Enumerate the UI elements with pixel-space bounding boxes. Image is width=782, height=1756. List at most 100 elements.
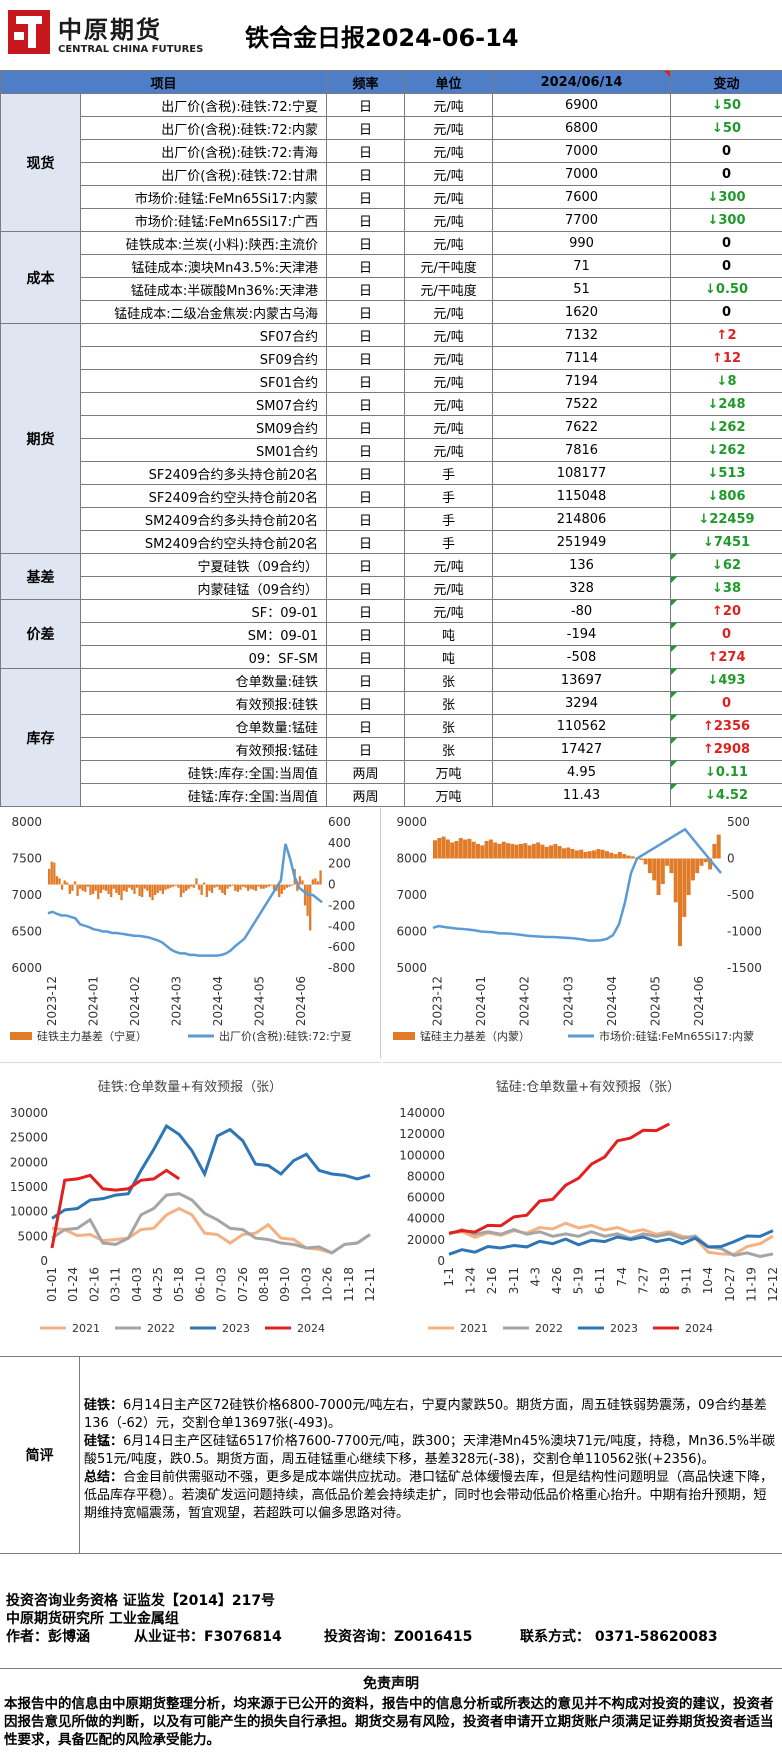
- basis-bar: [84, 884, 87, 892]
- basis-bar: [319, 870, 322, 885]
- basis-bar: [205, 884, 208, 898]
- license-line: 投资咨询业务资格 证监发【2014】217号: [6, 1593, 276, 1609]
- value-cell: 1620: [492, 300, 672, 324]
- change-cell: ↓248: [670, 392, 782, 416]
- price-line: [432, 827, 722, 942]
- item-cell: 09：SF-SM: [79, 645, 328, 669]
- freq-cell: 日: [326, 254, 406, 278]
- legend-swatch-bar: [393, 1032, 415, 1040]
- chart-sm-warrants: 锰硅:仓单数量+有效预报（张） 140000 120000 100000 80000 60…: [383, 1062, 782, 1344]
- x-tick-label: 2024-06: [294, 976, 308, 1026]
- legend-label: 2022: [535, 1322, 563, 1335]
- table-row: SM2409合约空头持仓前20名日手 251949 ↓7451: [1, 530, 782, 554]
- x-tick-label: 07-03: [215, 1267, 229, 1302]
- comment-summary-head: 总结：: [84, 1470, 124, 1485]
- change-cell: ↓8: [670, 369, 782, 393]
- comment-sm-head: 硅锰：: [84, 1434, 124, 1449]
- change-value: 0: [721, 258, 732, 274]
- change-cell: ↓300: [670, 208, 782, 232]
- basis-bar: [613, 854, 618, 859]
- y-tick-label: 6000: [11, 961, 42, 975]
- basis-bar: [540, 844, 545, 859]
- y-tick-label: 7000: [396, 888, 427, 902]
- basis-bar: [433, 840, 437, 859]
- basis-bar: [55, 876, 59, 885]
- company-name-cn: 中原期货: [58, 16, 162, 44]
- change-value: 513: [718, 465, 746, 481]
- basis-bar: [213, 884, 216, 888]
- x-tick-label: 2024-05: [253, 976, 267, 1026]
- change-value: 2356: [713, 718, 751, 734]
- item-cell: 出厂价(含税):硅铁:72:甘肃: [79, 162, 328, 186]
- y2-tick-label: 0: [727, 852, 735, 866]
- table-header-row: 项目 频率 单位 2024/06/14 变动: [0, 70, 782, 94]
- y-tick-label: 5000: [17, 1229, 48, 1243]
- freq-cell: 日: [326, 484, 406, 508]
- value-cell: 17427: [492, 737, 672, 761]
- freq-cell: 日: [326, 714, 406, 738]
- x-tick-label: 2024-06: [692, 976, 706, 1026]
- series-line-2024: [448, 1122, 671, 1235]
- x-tick-label: 2024-03: [170, 976, 184, 1026]
- x-tick-label: 01-01: [45, 1267, 59, 1302]
- series-line-2023: [51, 1123, 371, 1220]
- y-tick-label: 8000: [11, 815, 42, 829]
- table-row: 硅铁:库存:全国:当周值 两周 万吨 4.95 ↓0.11: [1, 760, 782, 784]
- basis-bar: [458, 838, 463, 859]
- basis-bar: [200, 884, 203, 895]
- value-cell: -508: [492, 645, 672, 669]
- change-value: 300: [718, 212, 746, 228]
- basis-bar: [192, 884, 196, 888]
- basis-bar: [182, 884, 185, 893]
- arrow-down-icon: ↓: [707, 465, 719, 481]
- change-cell: ↑2356: [670, 714, 782, 738]
- unit-cell: 元/吨: [404, 139, 494, 163]
- value-cell: 108177: [492, 461, 672, 485]
- basis-bar: [622, 854, 627, 859]
- value-cell: 7622: [492, 415, 672, 439]
- basis-bar: [197, 884, 201, 890]
- unit-cell: 元/吨: [404, 415, 494, 439]
- change-cell: 0: [670, 139, 782, 163]
- x-tick-label: 2024-04: [211, 976, 225, 1026]
- basis-bar: [510, 843, 515, 859]
- table-row: 出厂价(含税):硅铁:72:青海日元/吨 7000 0: [1, 139, 782, 163]
- comment-body: 硅铁：6月14日主产区72硅铁价格6800-7000元/吨左右，宁夏内蒙跌50。…: [84, 1397, 778, 1523]
- comment-summary: 总结：合金目前供需驱动不强，更多是成本端供应扰动。港口锰矿总体缓慢去库，但是结构…: [84, 1469, 778, 1523]
- y2-tick-label: 400: [328, 836, 351, 850]
- y2-tick-label: -800: [328, 961, 355, 975]
- freq-cell: 日: [326, 415, 406, 439]
- change-cell: 0: [670, 231, 782, 255]
- x-tick-label: 10-27: [723, 1267, 737, 1302]
- table-row: 期货 SF07合约日元/吨 7132 ↑2: [0, 323, 782, 554]
- basis-bar: [283, 884, 286, 890]
- x-tick-label: 2024-03: [561, 976, 575, 1026]
- basis-bar: [102, 884, 105, 890]
- change-cell: ↓262: [670, 438, 782, 462]
- price-line: [47, 843, 323, 957]
- comment-label: 简评: [0, 1357, 80, 1553]
- basis-bar: [501, 841, 506, 859]
- x-tick-label: 10-03: [299, 1267, 313, 1302]
- table-row: 锰硅成本:二级冶金焦炭:内蒙古乌海日元/吨 1620 0: [1, 300, 782, 324]
- comment-sm: 硅锰：6月14日主产区硅锰6517价格7600-7700元/吨，跌300；天津港…: [84, 1433, 778, 1469]
- basis-bar: [536, 842, 541, 859]
- unit-cell: 万吨: [404, 760, 494, 784]
- chart-sm-basis: 9000 8000 7000 6000 5000 500 0 -500 -1000 -1500 20…: [383, 808, 782, 1058]
- item-cell: SM2409合约空头持仓前20名: [79, 530, 328, 554]
- basis-bar: [561, 848, 566, 859]
- legend-label: 2021: [72, 1322, 100, 1335]
- y2-tick-label: 600: [328, 815, 351, 829]
- item-cell: 有效预报:锰硅: [79, 737, 328, 761]
- x-tick-label: 2024-02: [128, 976, 142, 1026]
- basis-bar: [254, 884, 258, 891]
- basis-bar: [138, 884, 141, 897]
- basis-bar: [467, 838, 472, 859]
- basis-bar: [484, 840, 489, 859]
- x-tick-label: 8-19: [658, 1267, 672, 1294]
- y-tick-label: 20000: [407, 1233, 445, 1247]
- comment-sf: 硅铁：6月14日主产区72硅铁价格6800-7000元/吨左右，宁夏内蒙跌50。…: [84, 1397, 778, 1433]
- basis-bar: [301, 880, 304, 885]
- table-row: 出厂价(含税):硅铁:72:甘肃日元/吨 7000 0: [1, 162, 782, 186]
- basis-bar: [208, 884, 211, 891]
